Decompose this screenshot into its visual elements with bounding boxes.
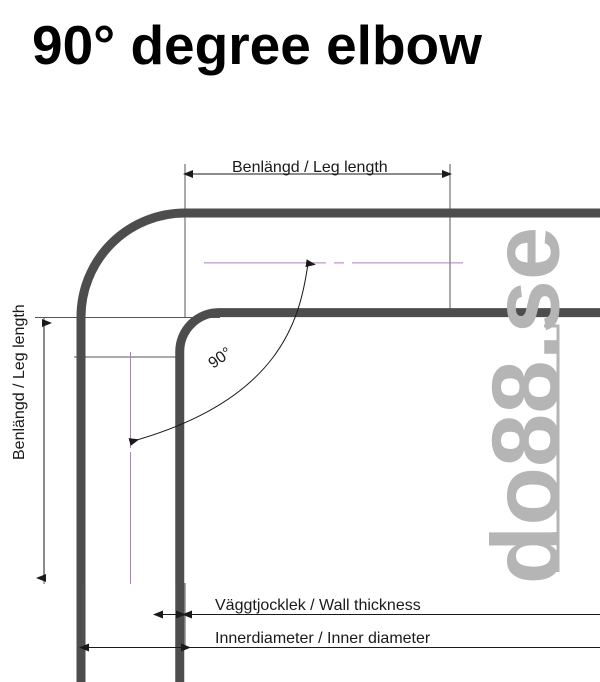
svg-text:90°: 90° <box>206 344 236 372</box>
